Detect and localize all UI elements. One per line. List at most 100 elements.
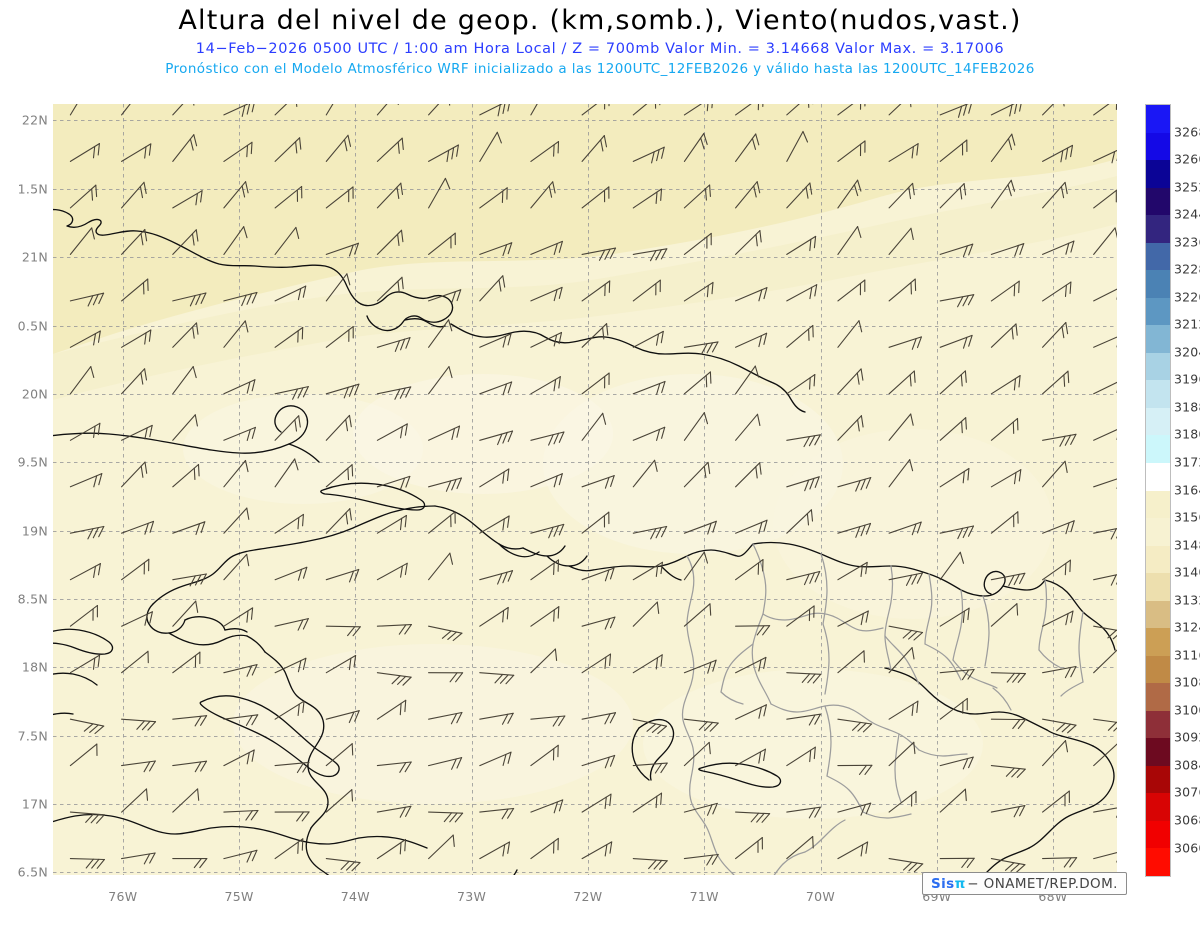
wind-barb [1042, 240, 1075, 255]
colorbar-swatch[interactable] [1146, 160, 1170, 190]
colorbar-swatch[interactable] [1146, 380, 1170, 410]
colorbar-swatch[interactable] [1146, 352, 1170, 382]
y-axis-tick-label: 21N [21, 249, 48, 265]
gridline-horizontal [53, 735, 1117, 737]
colorbar-swatch[interactable] [1146, 242, 1170, 272]
wind-barb [325, 625, 361, 637]
wind-barb [632, 459, 658, 488]
wind-barb [376, 386, 412, 400]
wind-barb [69, 654, 101, 674]
wind-barb [683, 104, 713, 116]
colorbar-swatch[interactable] [1146, 738, 1170, 768]
wind-barb [735, 287, 768, 302]
wind-barb [990, 603, 1019, 627]
wind-barb [69, 473, 103, 488]
colorbar-swatch[interactable] [1146, 765, 1170, 795]
colorbar-swatch[interactable] [1146, 490, 1170, 520]
wind-barb [735, 230, 762, 255]
wind-barb [786, 374, 816, 395]
wind-barb [735, 365, 760, 395]
colorbar-swatch[interactable] [1146, 820, 1170, 850]
wind-barb [172, 366, 197, 395]
y-axis-tick-label: 6.5N [17, 864, 48, 880]
wind-barb [172, 463, 200, 488]
wind-barb [837, 104, 866, 116]
wind-barb [888, 143, 919, 162]
wind-barb [172, 651, 201, 674]
gridline-horizontal [53, 872, 1117, 874]
wind-barb [581, 567, 615, 582]
wind-barb [274, 700, 305, 720]
wind-barb [837, 477, 872, 492]
colorbar-swatch[interactable] [1146, 628, 1170, 658]
wind-barb [581, 511, 610, 534]
wind-barb [428, 711, 463, 725]
wind-barb [530, 606, 560, 627]
wind-barb [172, 760, 208, 773]
colorbar-tick-label: 3068 [1174, 812, 1200, 828]
wind-barb [683, 371, 712, 395]
wind-barb [683, 551, 709, 581]
wind-barb [735, 104, 764, 116]
colorbar-swatch[interactable] [1146, 132, 1170, 162]
wind-barb [632, 104, 661, 116]
wind-barb [632, 654, 663, 674]
colorbar-swatch[interactable] [1146, 407, 1170, 437]
wind-barb [172, 322, 199, 348]
colorbar[interactable] [1145, 104, 1171, 878]
wind-barb [376, 514, 407, 534]
wind-barb [325, 273, 351, 302]
wind-barb [888, 790, 917, 813]
wind-barb [274, 285, 307, 302]
wind-barb [990, 672, 1026, 683]
wind-barb [376, 276, 404, 302]
colorbar-swatch[interactable] [1146, 683, 1170, 713]
colorbar-swatch[interactable] [1146, 573, 1170, 603]
wind-barb [121, 181, 147, 209]
y-axis-labels: 22N 1.5N 21N 0.5N 20N 9.5N 19N 8.5N 18N 7.5N 17N 6.… [0, 104, 50, 880]
colorbar-swatch[interactable] [1146, 187, 1170, 217]
map-plot-area[interactable] [53, 104, 1117, 875]
wind-barb [735, 413, 761, 441]
wind-barb [479, 242, 513, 257]
wind-barb [69, 811, 105, 824]
wind-barb [888, 413, 914, 441]
wind-barb [786, 570, 821, 586]
colorbar-swatch[interactable] [1146, 793, 1170, 823]
wind-barb [786, 746, 816, 767]
wind-barb [683, 184, 711, 209]
colorbar-swatch[interactable] [1146, 848, 1170, 878]
colorbar-swatch[interactable] [1146, 105, 1170, 135]
colorbar-tick-label: 3228 [1174, 261, 1200, 277]
wind-barb [172, 715, 208, 727]
colorbar-swatch[interactable] [1146, 655, 1170, 685]
wind-barb [837, 561, 868, 581]
colorbar-swatch[interactable] [1146, 215, 1170, 245]
colorbar-swatch[interactable] [1146, 297, 1170, 327]
wind-barb [1093, 743, 1117, 767]
colorbar-swatch[interactable] [1146, 270, 1170, 300]
colorbar-swatch[interactable] [1146, 462, 1170, 492]
colorbar-swatch[interactable] [1146, 600, 1170, 630]
map-canvas[interactable] [53, 104, 1117, 875]
wind-barb [172, 292, 207, 307]
wind-barb [683, 741, 711, 767]
wind-barb [428, 477, 462, 492]
wind-barb [632, 525, 668, 540]
wind-barb [223, 459, 249, 488]
wind-barb [223, 809, 259, 821]
wind-barb [479, 468, 510, 488]
colorbar-tick-label: 3076 [1174, 784, 1200, 800]
gridline-horizontal [53, 667, 1117, 669]
colorbar-swatch[interactable] [1146, 710, 1170, 740]
gridline-vertical [936, 104, 938, 875]
wind-barb [274, 566, 308, 581]
colorbar-swatch[interactable] [1146, 435, 1170, 465]
wind-barb [121, 278, 149, 302]
wind-barb [581, 186, 610, 209]
colorbar-swatch[interactable] [1146, 545, 1170, 575]
colorbar-swatch[interactable] [1146, 518, 1170, 548]
colorbar-swatch[interactable] [1146, 325, 1170, 355]
wind-barb [428, 289, 462, 303]
